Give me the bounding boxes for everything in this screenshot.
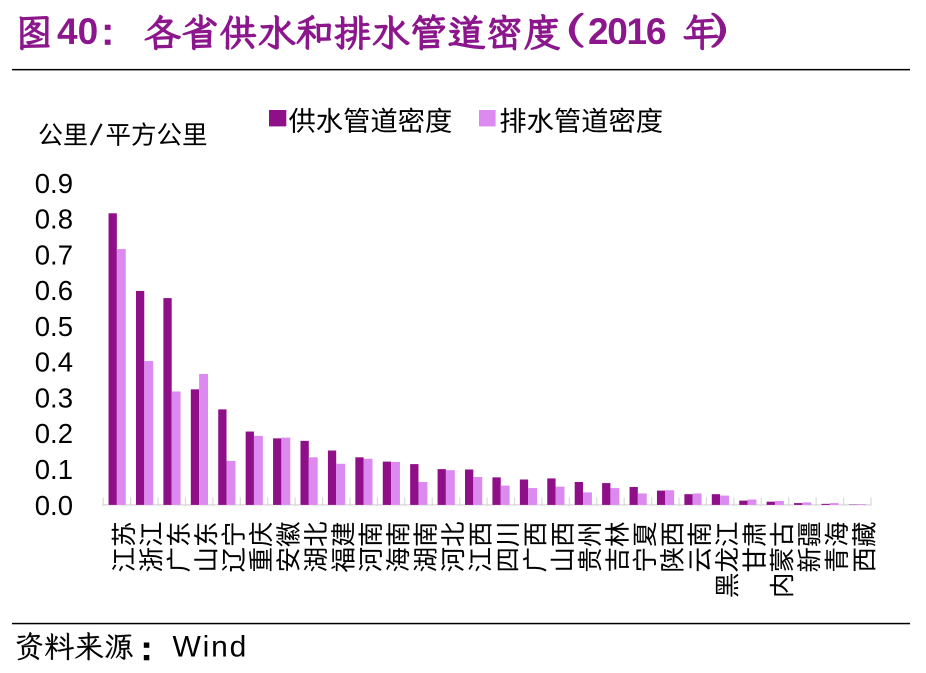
svg-text:0.1: 0.1 (35, 454, 73, 485)
svg-text:0.4: 0.4 (35, 347, 73, 378)
svg-text:0.6: 0.6 (35, 275, 73, 306)
svg-text:0.7: 0.7 (35, 239, 73, 270)
svg-text:0.3: 0.3 (35, 383, 73, 414)
svg-text:40: 40 (57, 11, 98, 52)
svg-text:0.8: 0.8 (35, 204, 73, 235)
svg-text:0.5: 0.5 (35, 311, 73, 342)
svg-text:0.2: 0.2 (35, 418, 73, 449)
svg-text:0.0: 0.0 (35, 490, 73, 521)
svg-text:Wind: Wind (173, 631, 249, 664)
svg-text:0.9: 0.9 (35, 168, 73, 199)
svg-text:2016: 2016 (588, 11, 666, 52)
